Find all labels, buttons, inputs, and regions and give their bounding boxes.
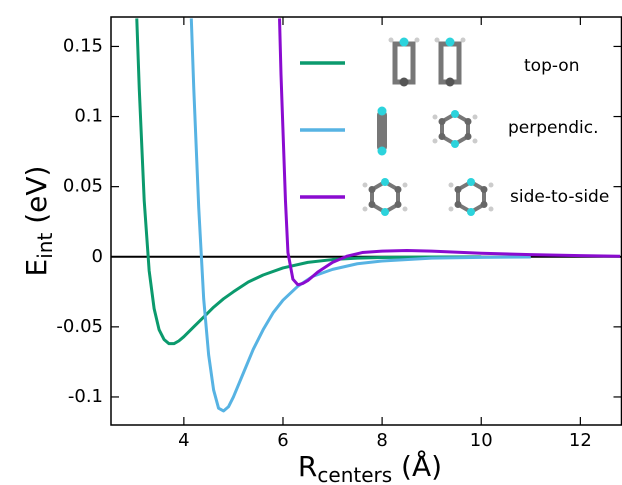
x-tick-label: 8 — [376, 430, 387, 451]
x-tick-label: 6 — [277, 430, 288, 451]
page: {"chart_data": {"type": "line", "xlabel"… — [0, 0, 622, 485]
molecule-icons — [363, 38, 494, 217]
plot-frame — [111, 17, 622, 425]
series-line — [191, 18, 531, 411]
y-tick-label: 0.1 — [74, 106, 103, 127]
y-tick-label: 0.05 — [63, 176, 103, 197]
y-tick-label: -0.1 — [68, 386, 103, 407]
chart: Rcenters (Å) Eint (eV) 4 6 8 10 12 -0.1 -0.05 0… — [0, 0, 622, 485]
plot-lines — [137, 18, 620, 411]
x-tick-label: 4 — [178, 430, 189, 451]
series-line — [137, 18, 481, 343]
y-axis-label: Eint (eV) — [20, 166, 57, 277]
legend-label: side-to-side — [510, 187, 609, 207]
y-tick-label: -0.05 — [56, 316, 103, 337]
y-tick-label: 0 — [92, 246, 103, 267]
legend-label: perpendic. — [508, 118, 599, 138]
y-tick-label: 0.15 — [63, 35, 103, 56]
legend-label: top-on — [524, 56, 579, 76]
x-tick-label: 10 — [470, 430, 493, 451]
x-axis-label: Rcenters (Å) — [298, 449, 442, 485]
x-tick-label: 12 — [569, 430, 592, 451]
